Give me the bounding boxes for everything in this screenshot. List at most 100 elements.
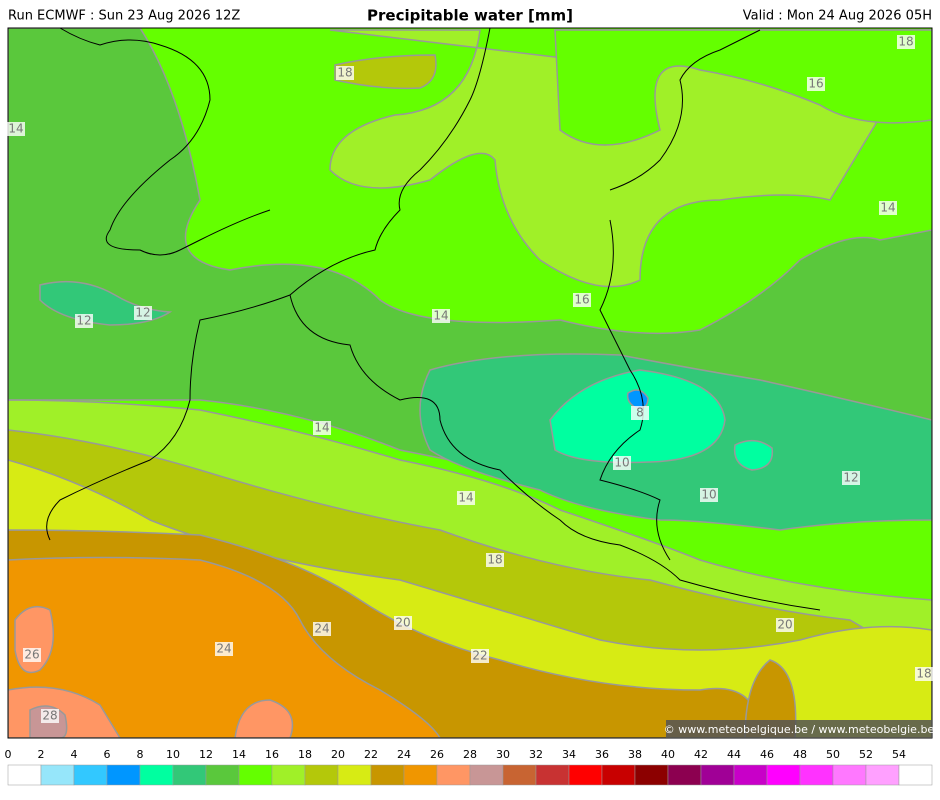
contour-label-bg (915, 667, 933, 681)
run-label: Run ECMWF : Sun 23 Aug 2026 12Z (8, 9, 240, 24)
colorbar-tick-label: 28 (463, 748, 477, 761)
colorbar-tick-label: 10 (166, 748, 180, 761)
contour-label: 24 (314, 622, 329, 636)
colorbar-tick-label: 46 (760, 748, 774, 761)
contour-label-bg (613, 456, 631, 470)
colorbar-swatch (238, 764, 273, 786)
colorbar-tick-label: 20 (331, 748, 345, 761)
colorbar-tick-label: 26 (430, 748, 444, 761)
contour-label: 18 (916, 667, 931, 681)
colorbar-tick-label: 34 (562, 748, 576, 761)
contour-label: 24 (216, 642, 231, 656)
colorbar-swatch (667, 764, 702, 786)
colorbar-swatch (370, 764, 405, 786)
colorbar-swatch (172, 764, 207, 786)
contour-label-bg (23, 648, 41, 662)
contour-label-bg (336, 66, 354, 80)
colorbar-swatch (304, 764, 339, 786)
contour-label-bg (776, 618, 794, 632)
colorbar-tick-label: 40 (661, 748, 675, 761)
contour-label-bg (631, 406, 649, 420)
colorbar-swatch (106, 764, 141, 786)
colorbar-swatch (40, 764, 75, 786)
contour-label-bg (842, 471, 860, 485)
contour-label: 18 (337, 66, 352, 80)
borders (46, 27, 821, 611)
contour-label-bg (313, 622, 331, 636)
contour-label: 12 (843, 471, 858, 485)
colorbar-swatch (205, 764, 240, 786)
colorbar-tick-label: 52 (859, 748, 873, 761)
contour-label-bg (700, 488, 718, 502)
colorbar-tick-label: 50 (826, 748, 840, 761)
credit: © www.meteobelgique.be / www.meteobelgie… (664, 723, 935, 736)
map-area (8, 28, 932, 738)
contour-label: 28 (42, 709, 57, 723)
contour-label-bg (41, 709, 59, 723)
colorbar-swatch (601, 764, 636, 786)
contour-label: 14 (8, 122, 23, 136)
contour-label: 20 (777, 618, 792, 632)
map-title: Precipitable water [mm] (367, 7, 573, 25)
colorbar-tick-label: 8 (137, 748, 144, 761)
colorbar-tick-label: 22 (364, 748, 378, 761)
colorbar-tick-label: 38 (628, 748, 642, 761)
contour-label-bg (215, 642, 233, 656)
contour-label: 14 (880, 201, 895, 215)
contour-label-bg (573, 293, 591, 307)
contour-label-bg (432, 309, 450, 323)
colorbar-tick-label: 16 (265, 748, 279, 761)
contour-label: 12 (135, 306, 150, 320)
contour-label: 8 (636, 406, 644, 420)
colorbar-tick-label: 24 (397, 748, 411, 761)
colorbar-swatch (799, 764, 834, 786)
map-frame (7, 27, 933, 739)
colorbar-swatch (139, 764, 174, 786)
colorbar-swatch (403, 764, 438, 786)
colorbar-swatch (700, 764, 735, 786)
colorbar-swatch (73, 764, 108, 786)
contour-label: 10 (701, 488, 716, 502)
colorbar-tick-label: 44 (727, 748, 741, 761)
contour-label: 18 (898, 35, 913, 49)
contour-label-bg (879, 201, 897, 215)
contour-label: 14 (458, 491, 473, 505)
colorbar-tick-label: 4 (71, 748, 78, 761)
contour-label: 16 (574, 293, 589, 307)
colorbar-swatch (733, 764, 768, 786)
colorbar-swatch (469, 764, 504, 786)
colorbar-tick-label: 6 (104, 748, 111, 761)
contour-label-bg (394, 616, 412, 630)
contour-label-bg (457, 491, 475, 505)
contour-label-bg (134, 306, 152, 320)
colorbar-tick-label: 42 (694, 748, 708, 761)
contour-label: 12 (76, 314, 91, 328)
contour-label: 16 (808, 77, 823, 91)
colorbar-tick-label: 12 (199, 748, 213, 761)
colorbar-swatch (535, 764, 570, 786)
colorbar-tick-label: 36 (595, 748, 609, 761)
colorbar-swatch (271, 764, 306, 786)
colorbar-swatch (502, 764, 537, 786)
contour-label-bg (807, 77, 825, 91)
contour-label: 14 (433, 309, 448, 323)
colorbar-swatch (865, 764, 900, 786)
contour-label: 22 (472, 649, 487, 663)
colorbar-swatch (766, 764, 801, 786)
colorbar-tick-label: 48 (793, 748, 807, 761)
colorbar-swatch (436, 764, 471, 786)
colorbar-swatch (337, 764, 372, 786)
colorbar-tick-label: 30 (496, 748, 510, 761)
colorbar-swatch (7, 764, 42, 786)
colorbar-tick-label: 0 (5, 748, 12, 761)
contour-label-bg (897, 35, 915, 49)
credit-box (666, 720, 932, 738)
contour-label: 10 (614, 456, 629, 470)
contour-label: 20 (395, 616, 410, 630)
contour-label-bg (313, 421, 331, 435)
contour-label: 18 (487, 553, 502, 567)
colorbar-swatch (832, 764, 867, 786)
contour-label-bg (75, 314, 93, 328)
colorbar-swatch (634, 764, 669, 786)
